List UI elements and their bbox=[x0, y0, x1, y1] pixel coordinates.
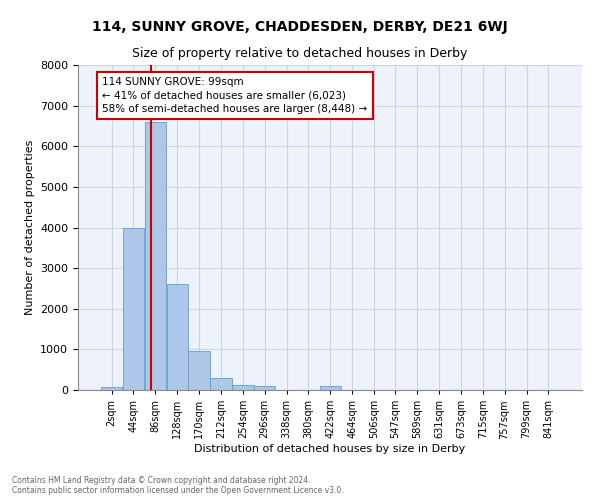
Bar bbox=[254, 386, 275, 390]
Bar bbox=[320, 386, 341, 390]
Y-axis label: Number of detached properties: Number of detached properties bbox=[25, 140, 35, 315]
Bar bbox=[188, 352, 210, 390]
Bar bbox=[167, 284, 188, 390]
Bar bbox=[232, 385, 254, 390]
Bar bbox=[145, 122, 166, 390]
Text: 114 SUNNY GROVE: 99sqm
← 41% of detached houses are smaller (6,023)
58% of semi-: 114 SUNNY GROVE: 99sqm ← 41% of detached… bbox=[102, 77, 367, 114]
Text: Contains HM Land Registry data © Crown copyright and database right 2024.
Contai: Contains HM Land Registry data © Crown c… bbox=[12, 476, 344, 495]
X-axis label: Distribution of detached houses by size in Derby: Distribution of detached houses by size … bbox=[194, 444, 466, 454]
Bar bbox=[101, 387, 122, 390]
Bar bbox=[210, 378, 232, 390]
Text: 114, SUNNY GROVE, CHADDESDEN, DERBY, DE21 6WJ: 114, SUNNY GROVE, CHADDESDEN, DERBY, DE2… bbox=[92, 20, 508, 34]
Text: Size of property relative to detached houses in Derby: Size of property relative to detached ho… bbox=[133, 48, 467, 60]
Bar bbox=[123, 228, 144, 390]
